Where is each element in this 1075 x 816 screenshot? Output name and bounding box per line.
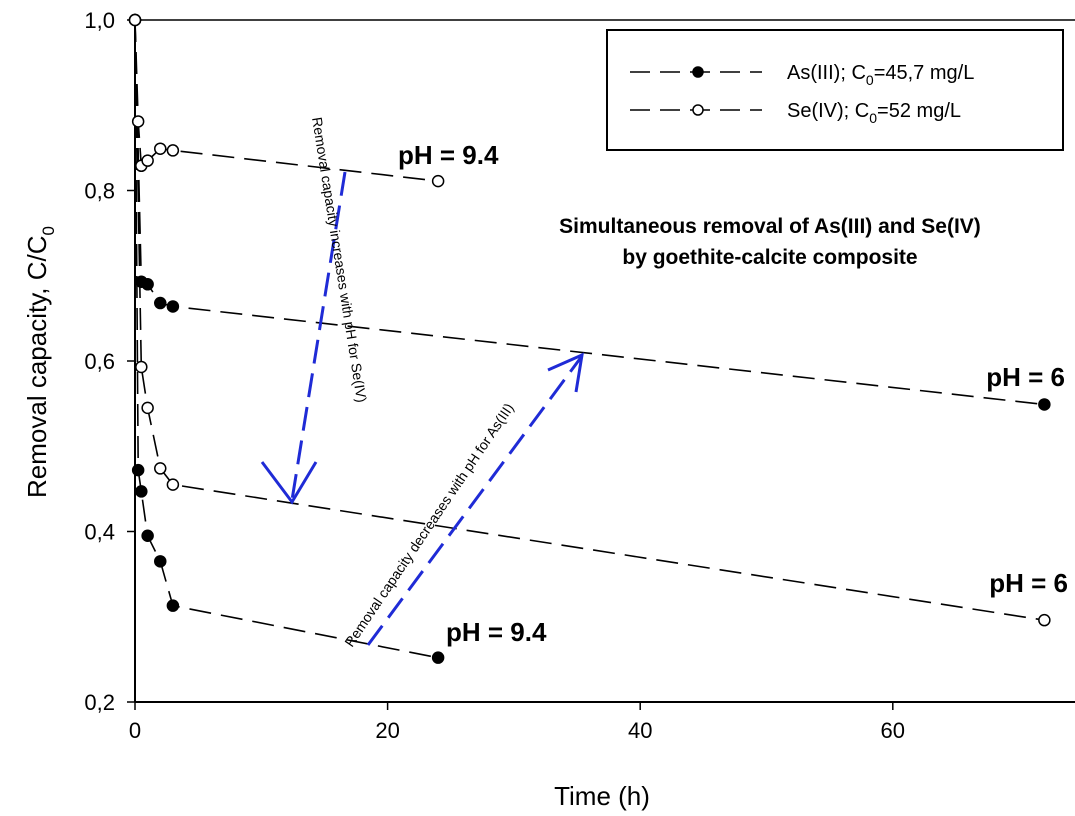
arrow-as-label: Removal capacity decreases with pH for A…: [341, 400, 517, 650]
y-axis-title: Removal capacity, C/C0: [22, 226, 58, 498]
data-point: [154, 296, 167, 310]
data-point: [431, 651, 445, 664]
data-point: [135, 360, 148, 374]
chart-title: Simultaneous removal of As(III) and Se(I…: [559, 215, 981, 269]
data-point: [141, 529, 154, 543]
data-point: [135, 485, 148, 498]
x-tick-label: 0: [129, 718, 141, 743]
ph-label-se-6: pH = 6: [989, 568, 1068, 598]
data-point: [131, 463, 145, 477]
ph-label-se-9.4: pH = 9.4: [398, 140, 499, 170]
data-point: [154, 555, 167, 568]
ph-labels: pH = 6 pH = 9.4 pH = 6 pH = 9.4: [398, 140, 1068, 647]
y-tick-label: 0,4: [84, 520, 115, 545]
legend-item-se: Se(IV); C0=52 mg/L: [630, 100, 961, 126]
x-tick-label: 20: [375, 718, 399, 743]
data-point: [141, 278, 154, 291]
legend: As(III); C0=45,7 mg/L Se(IV); C0=52 mg/L: [606, 29, 1064, 151]
chart-title-line-2: by goethite-calcite composite: [622, 246, 917, 269]
x-axis-title: Time (h): [554, 781, 650, 811]
series-2: [128, 13, 1051, 627]
y-tick-label: 0,2: [84, 690, 115, 715]
series-group: [128, 13, 1051, 664]
legend-item-as: As(III); C0=45,7 mg/L: [630, 62, 974, 88]
series-line: [134, 19, 439, 182]
series-line: [134, 19, 439, 659]
y-axis-label: Removal capacity, C/C0: [22, 226, 58, 498]
series-3: [128, 13, 445, 188]
data-point: [154, 142, 167, 155]
data-point: [166, 144, 180, 157]
legend-label-as: As(III); C0=45,7 mg/L: [787, 62, 974, 88]
y-ticks: 0,2 0,4 0,6 0,8 1,0: [84, 8, 135, 715]
data-point: [1038, 613, 1051, 627]
y-tick-label: 0,8: [84, 179, 115, 204]
data-point: [431, 174, 445, 188]
series-line: [134, 19, 1045, 406]
data-point: [166, 478, 180, 491]
legend-label-se: Se(IV); C0=52 mg/L: [787, 100, 961, 126]
chart-title-line-1: Simultaneous removal of As(III) and Se(I…: [559, 215, 981, 238]
data-point: [154, 462, 167, 475]
ph-label-as-6: pH = 6: [986, 362, 1065, 392]
data-point: [141, 154, 154, 167]
data-point: [128, 13, 142, 27]
y-tick-label: 1,0: [84, 8, 115, 33]
x-ticks: 0 20 40 60: [129, 702, 905, 743]
arrow-se-label: Removal capacity increases with pH for S…: [309, 116, 370, 404]
series-1: [128, 13, 445, 664]
data-point: [166, 599, 180, 612]
legend-marker-open: [692, 104, 704, 116]
data-point: [131, 115, 145, 128]
annotation-arrows: Removal capacity increases with pH for S…: [260, 116, 584, 650]
ph-label-as-9.4: pH = 9.4: [446, 617, 547, 647]
legend-box: [606, 29, 1064, 151]
data-point: [1038, 398, 1051, 411]
series-line: [134, 19, 1045, 621]
arrow-as-decrease: Removal capacity decreases with pH for A…: [341, 352, 584, 650]
y-tick-label: 0,6: [84, 349, 115, 374]
arrow-se-increase: Removal capacity increases with pH for S…: [260, 116, 370, 505]
data-point: [166, 300, 180, 313]
data-point: [141, 401, 154, 415]
x-tick-label: 60: [881, 718, 905, 743]
legend-marker-filled: [692, 66, 704, 78]
x-tick-label: 40: [628, 718, 652, 743]
x-axis-label: Time (h): [554, 781, 650, 811]
